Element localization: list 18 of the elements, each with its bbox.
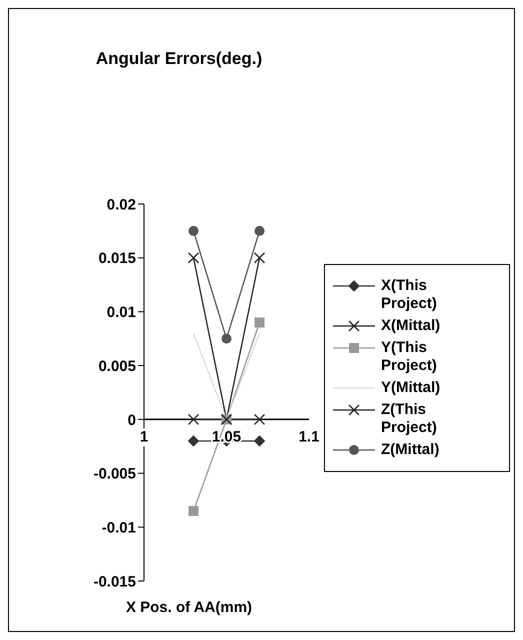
x-tick-label: 1.1 (298, 428, 320, 446)
legend-label: Y(Mittal) (381, 379, 442, 397)
y-tick-label: 0.01 (106, 304, 136, 322)
y-tick-label: 0.015 (98, 250, 136, 268)
legend-label: Z(This Project) (381, 401, 438, 437)
x-axis-title: X Pos. of AA(mm) (124, 599, 254, 616)
x-tick-label: 1 (140, 428, 148, 446)
legend-label: Y(This Project) (381, 339, 438, 375)
chart-title: Angular Errors(deg.) (94, 49, 264, 69)
legend-label: Z(Mittal) (381, 441, 440, 459)
y-tick-label: -0.005 (93, 466, 136, 483)
y-tick-label: 0 (128, 412, 136, 429)
legend-label: X(Mittal) (381, 317, 442, 335)
y-tick-label: 0.005 (98, 358, 136, 375)
legend-label: X(This Project) (381, 277, 438, 313)
y-tick-label: -0.015 (93, 573, 136, 590)
y-tick-label: -0.01 (102, 519, 136, 536)
y-tick-label: 0.02 (106, 196, 136, 214)
